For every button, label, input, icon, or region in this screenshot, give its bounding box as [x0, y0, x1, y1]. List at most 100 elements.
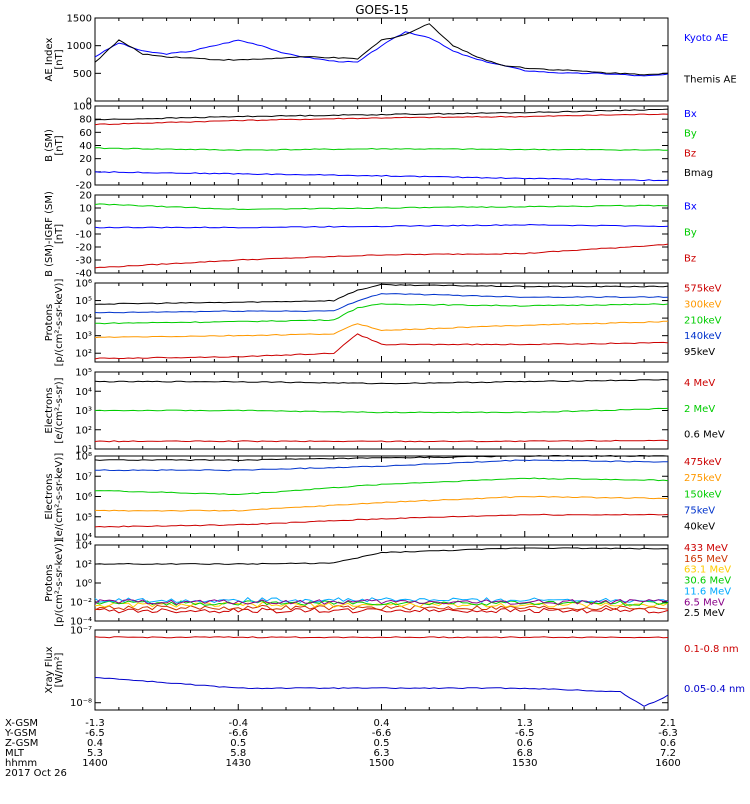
axis-value: -1.3: [85, 718, 105, 729]
panel-ylabel: B (SM): [44, 129, 55, 162]
axis-value: 0.5: [374, 738, 390, 749]
series-line-433-MeV: [94, 607, 669, 614]
axis-value: 1600: [655, 758, 680, 769]
legend-entry: 0.05-0.4 nm: [684, 684, 745, 695]
legend-entry: 75keV: [684, 506, 715, 517]
y-tick-label: 10⁷: [75, 472, 92, 483]
series-line-2-MeV: [94, 407, 669, 414]
series-line-210keV: [94, 303, 669, 325]
axis-value: 0.5: [230, 738, 246, 749]
panel-ylabel: [e/(cm²-s-sr-keV)]: [54, 453, 65, 541]
legend-entry: 210keV: [684, 315, 722, 326]
legend-entry: 140keV: [684, 331, 722, 342]
axis-value: 7.2: [660, 748, 676, 759]
series-line-40keV: [94, 454, 669, 462]
axis-value: 1530: [512, 758, 537, 769]
panel-ylabel: B (SM)-IGRF (SM): [44, 191, 55, 277]
panel-ylabel: Electrons: [44, 387, 55, 433]
legend-entry: 4 MeV: [684, 378, 715, 389]
legend-entry: 0.6 MeV: [684, 429, 725, 440]
y-tick-label: 100: [73, 102, 92, 113]
axis-row-label: 2017 Oct 26: [5, 768, 67, 779]
legend-entry: 433 MeV: [684, 543, 728, 554]
axis-value: 5.8: [230, 748, 246, 759]
y-tick-label: -20: [76, 181, 92, 192]
legend-entry: 165 MeV: [684, 554, 728, 565]
y-tick-label: 500: [73, 69, 92, 80]
legend-entry: 475keV: [684, 457, 722, 468]
axis-value: 0.6: [660, 738, 676, 749]
axis-value: -6.6: [372, 728, 392, 739]
axis-row-label: MLT: [5, 748, 25, 759]
y-tick-label: 0: [86, 167, 92, 178]
y-tick-label: 10¹: [75, 445, 92, 456]
y-tick-label: -30: [76, 256, 92, 267]
y-tick-label: 10⁶: [75, 279, 92, 290]
series-line-0.1-0.8-nm: [94, 636, 669, 639]
legend-entry: By: [684, 227, 697, 238]
legend-entry: Bz: [684, 148, 696, 159]
series-line-0.05-0.4-nm: [94, 677, 669, 707]
series-line-Bz: [94, 243, 669, 269]
y-tick-label: 20: [79, 154, 92, 165]
series-line-575keV: [94, 333, 669, 360]
y-tick-label: 10⁻⁷: [70, 626, 92, 637]
y-tick-label: 0: [86, 97, 92, 108]
series-line-Bmag: [94, 108, 669, 121]
series-line-Kyoto-AE: [94, 31, 669, 77]
series-line-95keV: [94, 283, 669, 305]
legend-entry: By: [684, 129, 697, 140]
axis-value: 6.3: [374, 748, 390, 759]
legend-entry: 95keV: [684, 347, 715, 358]
y-tick-label: 1000: [67, 41, 92, 52]
series-line-140keV: [94, 293, 669, 314]
y-tick-label: 10: [79, 204, 92, 215]
series-line-Bx: [94, 171, 669, 182]
y-tick-label: 10⁴: [75, 314, 92, 325]
axis-value: 1430: [226, 758, 251, 769]
y-tick-label: 10⁵: [75, 368, 92, 379]
y-tick-label: 20: [79, 191, 92, 202]
legend-entry: Bmag: [684, 168, 713, 179]
axis-value: -6.5: [515, 728, 535, 739]
legend-entry: Themis AE: [683, 74, 737, 85]
panel-ylabel: AE Index: [44, 37, 55, 81]
series-line-75keV: [95, 459, 668, 472]
y-tick-label: -20: [76, 243, 92, 254]
y-tick-label: 10⁰: [75, 579, 92, 590]
y-tick-label: 10⁻⁴: [70, 617, 92, 628]
y-tick-label: 10⁵: [75, 512, 92, 523]
y-tick-label: 10²: [75, 560, 92, 571]
series-line-475keV: [94, 513, 669, 528]
y-tick-label: 10⁵: [75, 296, 92, 307]
series-line-By: [94, 147, 668, 152]
y-tick-label: 10³: [75, 331, 92, 342]
series-line-6.5-MeV: [94, 599, 669, 605]
legend-entry: Kyoto AE: [684, 33, 728, 44]
axis-value: 1.3: [517, 718, 533, 729]
y-tick-label: 0: [86, 217, 92, 228]
axis-row-label: Y-GSM: [4, 728, 37, 739]
panel-ylabel: [e/(cm²-s-sr)]: [54, 377, 65, 443]
axis-value: -0.4: [228, 718, 248, 729]
panel-ylabel: [nT]: [54, 224, 65, 244]
legend-entry: 575keV: [684, 284, 722, 295]
legend-entry: 275keV: [684, 473, 722, 484]
legend-entry: 0.1-0.8 nm: [684, 644, 739, 655]
series-line-Themis-AE: [94, 23, 669, 76]
axis-value: -6.5: [85, 728, 105, 739]
panel-ylabel: [p/(cm²-s-sr-keV)]: [54, 539, 65, 627]
panel-ylabel: [W/m²]: [54, 652, 65, 687]
series-line-165-MeV: [94, 604, 669, 611]
legend-entry: Bx: [684, 109, 697, 120]
panel-ylabel: Protons: [44, 564, 55, 601]
legend-entry: 30.6 MeV: [684, 576, 731, 587]
axis-value: 6.8: [517, 748, 533, 759]
legend-entry: Bz: [684, 253, 696, 264]
axis-value: 0.6: [517, 738, 533, 749]
axis-value: 5.3: [87, 748, 103, 759]
legend-entry: 300keV: [684, 299, 722, 310]
panel-frame-0: [94, 17, 669, 102]
panel-ylabel: [nT]: [54, 49, 65, 69]
